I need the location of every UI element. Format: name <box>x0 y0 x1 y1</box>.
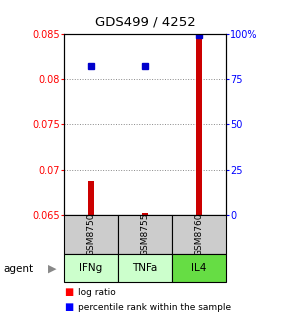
Bar <box>118 215 172 254</box>
Bar <box>142 213 148 215</box>
Bar <box>88 180 94 215</box>
Text: GDS499 / 4252: GDS499 / 4252 <box>95 15 195 28</box>
Text: GSM8750: GSM8750 <box>86 213 95 256</box>
Text: TNFa: TNFa <box>132 263 158 273</box>
Text: ■: ■ <box>64 287 73 297</box>
Text: IFNg: IFNg <box>79 263 102 273</box>
Text: percentile rank within the sample: percentile rank within the sample <box>78 303 231 312</box>
Bar <box>196 35 202 215</box>
Bar <box>118 254 172 282</box>
Bar <box>64 254 118 282</box>
Bar <box>172 215 226 254</box>
Text: agent: agent <box>3 264 33 274</box>
Text: ■: ■ <box>64 302 73 312</box>
Text: IL4: IL4 <box>191 263 207 273</box>
Bar <box>172 254 226 282</box>
Text: GSM8760: GSM8760 <box>195 213 204 256</box>
Text: GSM8755: GSM8755 <box>140 213 150 256</box>
Bar <box>64 215 118 254</box>
Text: ▶: ▶ <box>48 264 57 274</box>
Text: log ratio: log ratio <box>78 288 116 297</box>
